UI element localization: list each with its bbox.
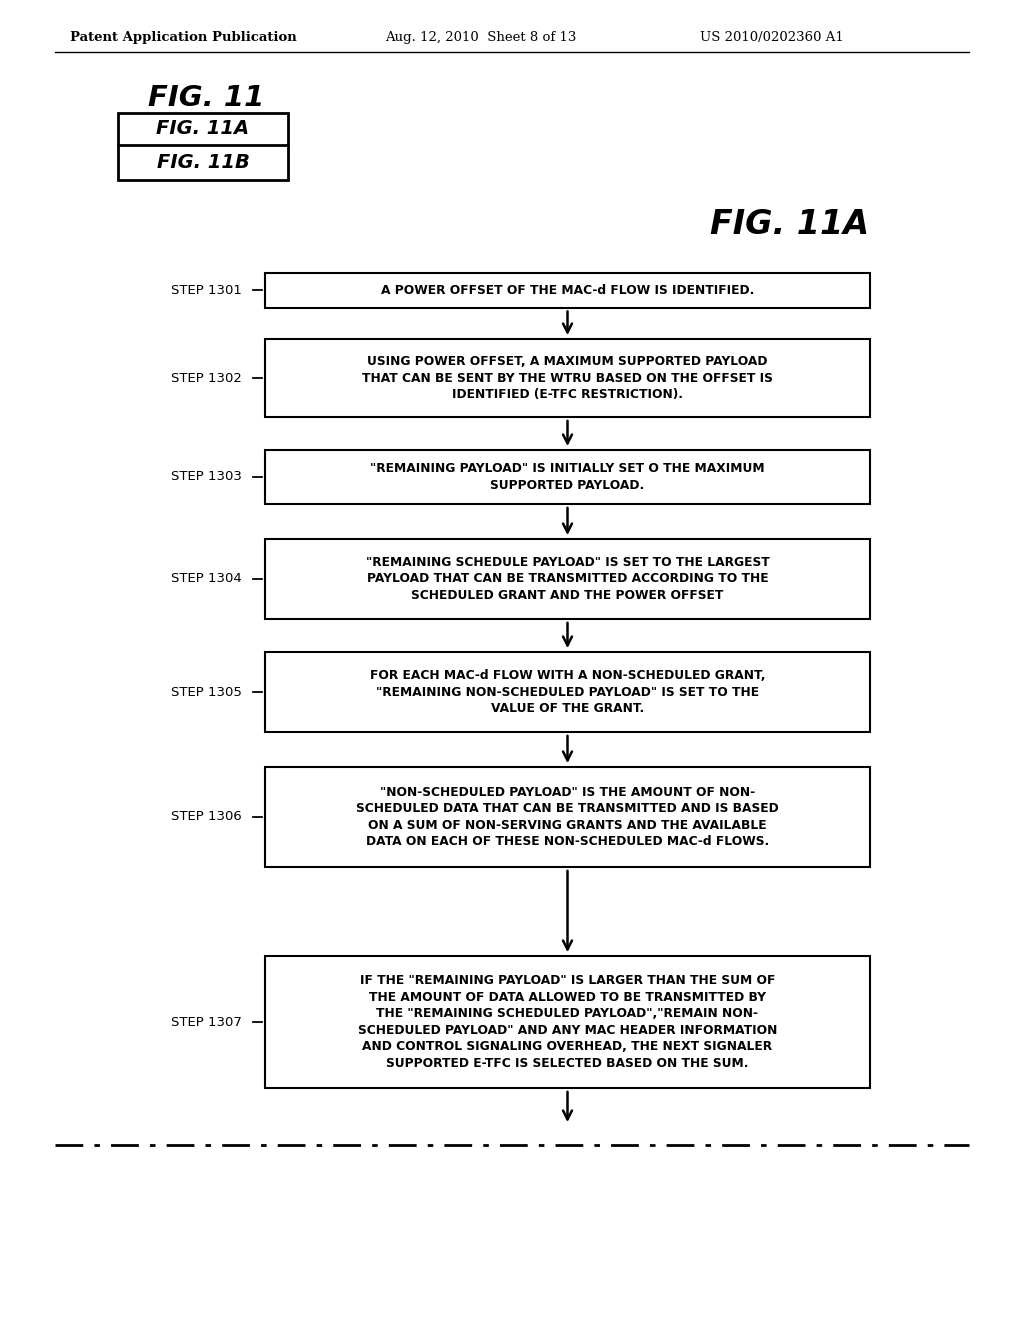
Text: FIG. 11A: FIG. 11A — [157, 120, 250, 139]
Text: IF THE "REMAINING PAYLOAD" IS LARGER THAN THE SUM OF
THE AMOUNT OF DATA ALLOWED : IF THE "REMAINING PAYLOAD" IS LARGER THA… — [357, 974, 777, 1069]
Text: US 2010/0202360 A1: US 2010/0202360 A1 — [700, 30, 844, 44]
Text: "NON-SCHEDULED PAYLOAD" IS THE AMOUNT OF NON-
SCHEDULED DATA THAT CAN BE TRANSMI: "NON-SCHEDULED PAYLOAD" IS THE AMOUNT OF… — [356, 785, 779, 849]
Text: STEP 1306: STEP 1306 — [171, 810, 242, 824]
Text: STEP 1301: STEP 1301 — [171, 284, 242, 297]
Text: USING POWER OFFSET, A MAXIMUM SUPPORTED PAYLOAD
THAT CAN BE SENT BY THE WTRU BAS: USING POWER OFFSET, A MAXIMUM SUPPORTED … — [362, 355, 773, 401]
Text: STEP 1303: STEP 1303 — [171, 470, 242, 483]
Text: FIG. 11B: FIG. 11B — [157, 153, 250, 172]
Bar — [265, 956, 870, 1088]
Text: FOR EACH MAC-d FLOW WITH A NON-SCHEDULED GRANT,
"REMAINING NON-SCHEDULED PAYLOAD: FOR EACH MAC-d FLOW WITH A NON-SCHEDULED… — [370, 669, 765, 715]
Text: STEP 1304: STEP 1304 — [171, 573, 242, 586]
Text: Aug. 12, 2010  Sheet 8 of 13: Aug. 12, 2010 Sheet 8 of 13 — [385, 30, 577, 44]
Text: STEP 1305: STEP 1305 — [171, 685, 242, 698]
Text: STEP 1307: STEP 1307 — [171, 1015, 242, 1028]
Text: "REMAINING PAYLOAD" IS INITIALLY SET O THE MAXIMUM
SUPPORTED PAYLOAD.: "REMAINING PAYLOAD" IS INITIALLY SET O T… — [371, 462, 765, 492]
Text: FIG. 11A: FIG. 11A — [710, 209, 869, 242]
Bar — [265, 339, 870, 417]
Text: FIG. 11: FIG. 11 — [148, 84, 264, 112]
Bar — [265, 450, 870, 504]
Text: "REMAINING SCHEDULE PAYLOAD" IS SET TO THE LARGEST
PAYLOAD THAT CAN BE TRANSMITT: "REMAINING SCHEDULE PAYLOAD" IS SET TO T… — [366, 556, 769, 602]
Bar — [265, 652, 870, 733]
Text: Patent Application Publication: Patent Application Publication — [70, 30, 297, 44]
Bar — [118, 114, 288, 180]
Text: A POWER OFFSET OF THE MAC-d FLOW IS IDENTIFIED.: A POWER OFFSET OF THE MAC-d FLOW IS IDEN… — [381, 284, 755, 297]
Text: STEP 1302: STEP 1302 — [171, 371, 242, 384]
Bar — [265, 272, 870, 308]
Bar — [265, 539, 870, 619]
Bar — [265, 767, 870, 867]
